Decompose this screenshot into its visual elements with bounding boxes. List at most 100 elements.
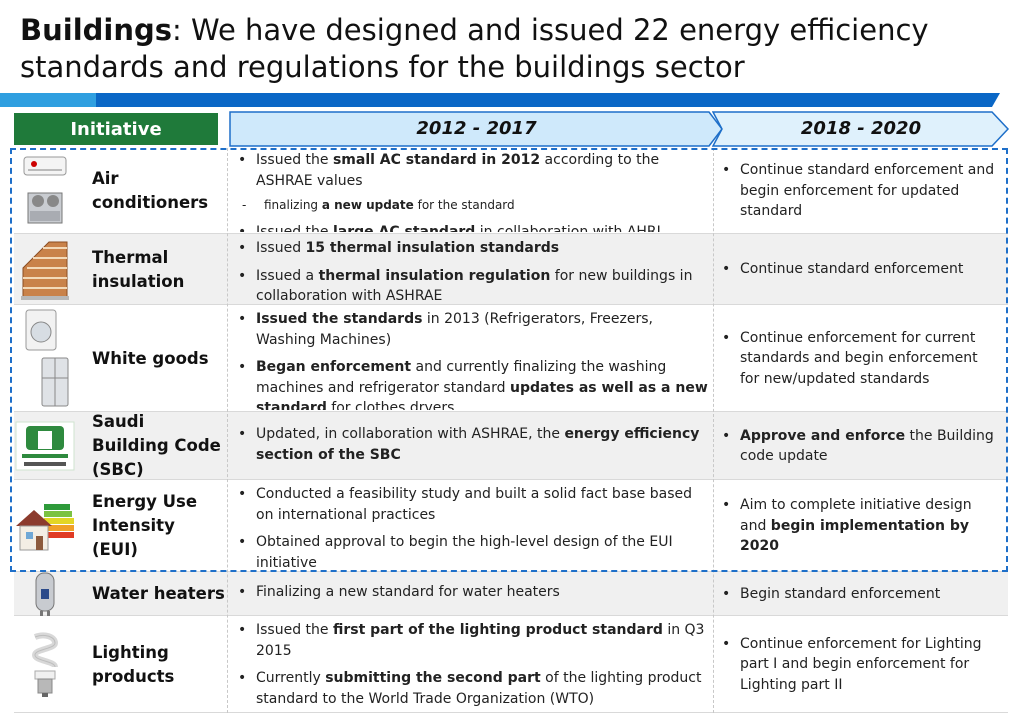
water-heater-icon xyxy=(14,572,76,616)
text: Issued the xyxy=(256,152,333,168)
initiative-name: Thermal insulation xyxy=(92,247,185,291)
text: Issued a xyxy=(256,267,319,284)
bullet-item: Conducted a feasibility study and built … xyxy=(238,484,708,525)
bullet-item: Currently submitting the second part of … xyxy=(238,668,708,709)
phase2-cell: Continue standard enforcement and begin … xyxy=(720,148,1000,234)
title-bold: Buildings xyxy=(20,13,172,47)
phase2-cell: Aim to complete initiative design and be… xyxy=(720,480,1000,572)
bold-text: begin implementation by 2020 xyxy=(740,517,969,555)
column-divider xyxy=(227,148,228,713)
text: Issued the xyxy=(256,622,333,638)
bullet-item: Issued the small AC standard in 2012 acc… xyxy=(238,150,708,191)
bullet-item: Obtained approval to begin the high-leve… xyxy=(238,532,708,570)
text: Currently xyxy=(256,670,326,686)
text: Continue standard enforcement xyxy=(740,261,964,278)
sub-bullet-item: finalizing a new update for the standard xyxy=(242,195,708,215)
title-rest: : We have designed and issued 22 energy … xyxy=(20,13,929,84)
initiative-name: Air conditioners xyxy=(92,169,209,212)
bullet-item: Approve and enforce the Building code up… xyxy=(722,426,1000,467)
phase2-cell: Continue enforcement for Lighting part I… xyxy=(720,616,1000,713)
text: in Q3 2015 xyxy=(256,622,705,659)
bold-text: updates as well as a new standard xyxy=(256,379,708,411)
bullet-item: Begin standard enforcement xyxy=(722,584,1000,605)
text: Continue enforcement for Lighting part I… xyxy=(740,635,982,693)
initiative-name: Lighting products xyxy=(92,642,175,686)
text: Continue standard enforcement and begin … xyxy=(740,162,995,220)
text: for clothes dryers xyxy=(326,400,455,410)
washing-machine-refrigerator-icon xyxy=(14,305,76,412)
bullet-item: Finalizing a new standard for water heat… xyxy=(238,582,708,603)
row-separator xyxy=(14,411,1008,412)
text: Issued the xyxy=(256,224,333,232)
bullet-item: Continue standard enforcement and begin … xyxy=(722,160,1000,222)
phase-2018-2020-header: 2018 - 2020 xyxy=(712,111,1010,147)
bullet-item: Continue standard enforcement xyxy=(722,259,1000,280)
bold-text: 15 thermal insulation standards xyxy=(305,240,560,256)
brick-wall-icon xyxy=(14,234,76,305)
text: Aim to complete initiative design and xyxy=(740,497,972,534)
bullet-item: Continue enforcement for Lighting part I… xyxy=(722,634,1000,696)
bold-text: Approve and enforce xyxy=(740,427,906,444)
phase1-cell: Finalizing a new standard for water heat… xyxy=(236,582,708,614)
text: Finalizing a new standard for water heat… xyxy=(256,584,560,600)
bold-text: submitting the second part xyxy=(325,670,541,686)
bold-text: small AC standard in 2012 xyxy=(332,152,541,168)
text: in collaboration with AHRI xyxy=(475,224,661,232)
text: finalizing xyxy=(264,198,322,212)
phase1-cell: Issued the small AC standard in 2012 acc… xyxy=(236,150,708,232)
bullet-item: Began enforcement and currently finalizi… xyxy=(238,357,708,411)
bold-text: large AC standard xyxy=(332,224,476,232)
bold-text: energy efficiency section of the SBC xyxy=(256,426,700,463)
text: Issued xyxy=(256,240,306,256)
initiative-column-header: Initiative xyxy=(14,113,218,145)
row-separator xyxy=(14,479,1008,480)
row-separator xyxy=(14,615,1008,616)
phase1-cell: Updated, in collaboration with ASHRAE, t… xyxy=(236,424,708,478)
initiative-name: White goods xyxy=(92,348,209,368)
bold-text: Issued the standards xyxy=(256,311,423,327)
text: of the lighting product standard to the … xyxy=(256,670,702,707)
page-title: Buildings: We have designed and issued 2… xyxy=(20,12,1010,86)
text: for the standard xyxy=(413,198,515,212)
bullet-item: Issued the large AC standard in collabor… xyxy=(238,222,708,232)
phase2-cell: Approve and enforce the Building code up… xyxy=(720,412,1000,480)
row-separator xyxy=(14,304,1008,305)
phase1-cell: Issued 15 thermal insulation standardsIs… xyxy=(236,238,708,303)
phase-arrow-shape xyxy=(712,111,1010,147)
bullet-item: Updated, in collaboration with ASHRAE, t… xyxy=(238,424,708,465)
bullet-item: Issued a thermal insulation regulation f… xyxy=(238,266,708,304)
bullet-item: Issued 15 thermal insulation standards xyxy=(238,238,708,259)
air-conditioner-icon xyxy=(14,148,76,234)
text: Continue enforcement for current standar… xyxy=(740,329,978,387)
initiative-name: Water heaters xyxy=(92,584,225,603)
bold-text: thermal insulation regulation xyxy=(318,267,551,284)
initiative-name: Saudi Building Code (SBC) xyxy=(92,412,221,479)
phase-arrow-shape xyxy=(229,111,723,147)
header-band xyxy=(0,93,1000,107)
phase-2012-2017-header: 2012 - 2017 xyxy=(229,111,724,147)
bold-text: a new update xyxy=(321,198,414,212)
saudi-building-code-logo xyxy=(14,412,76,480)
bold-text: Began enforcement xyxy=(256,359,412,375)
text: and currently finalizing the washing mac… xyxy=(256,359,667,396)
bold-text: first part of the lighting product stand… xyxy=(332,622,663,638)
bullet-item: Aim to complete initiative design and be… xyxy=(722,495,1000,557)
phase-label: 2012 - 2017 xyxy=(416,118,537,139)
phase2-cell: Continue enforcement for current standar… xyxy=(720,305,1000,412)
text: Conducted a feasibility study and built … xyxy=(256,486,693,523)
phase1-cell: Conducted a feasibility study and built … xyxy=(236,484,708,570)
initiative-name: Energy Use Intensity (EUI) xyxy=(92,492,198,559)
bullet-item: Issued the first part of the lighting pr… xyxy=(238,620,708,661)
row-separator xyxy=(14,233,1008,234)
bullet-item: Continue enforcement for current standar… xyxy=(722,328,1000,390)
phase1-cell: Issued the standards in 2013 (Refrigerat… xyxy=(236,309,708,410)
column-divider xyxy=(713,148,714,713)
text: for new buildings in collaboration with … xyxy=(256,267,693,304)
text: in 2013 (Refrigerators, Freezers, Washin… xyxy=(256,311,653,348)
text: Obtained approval to begin the high-leve… xyxy=(256,534,673,570)
text: the Building code update xyxy=(740,427,994,465)
text: Begin standard enforcement xyxy=(740,585,941,602)
phase1-cell: Issued the first part of the lighting pr… xyxy=(236,620,708,711)
text: according to the ASHRAE values xyxy=(256,152,660,189)
energy-rating-house-icon xyxy=(14,480,76,572)
